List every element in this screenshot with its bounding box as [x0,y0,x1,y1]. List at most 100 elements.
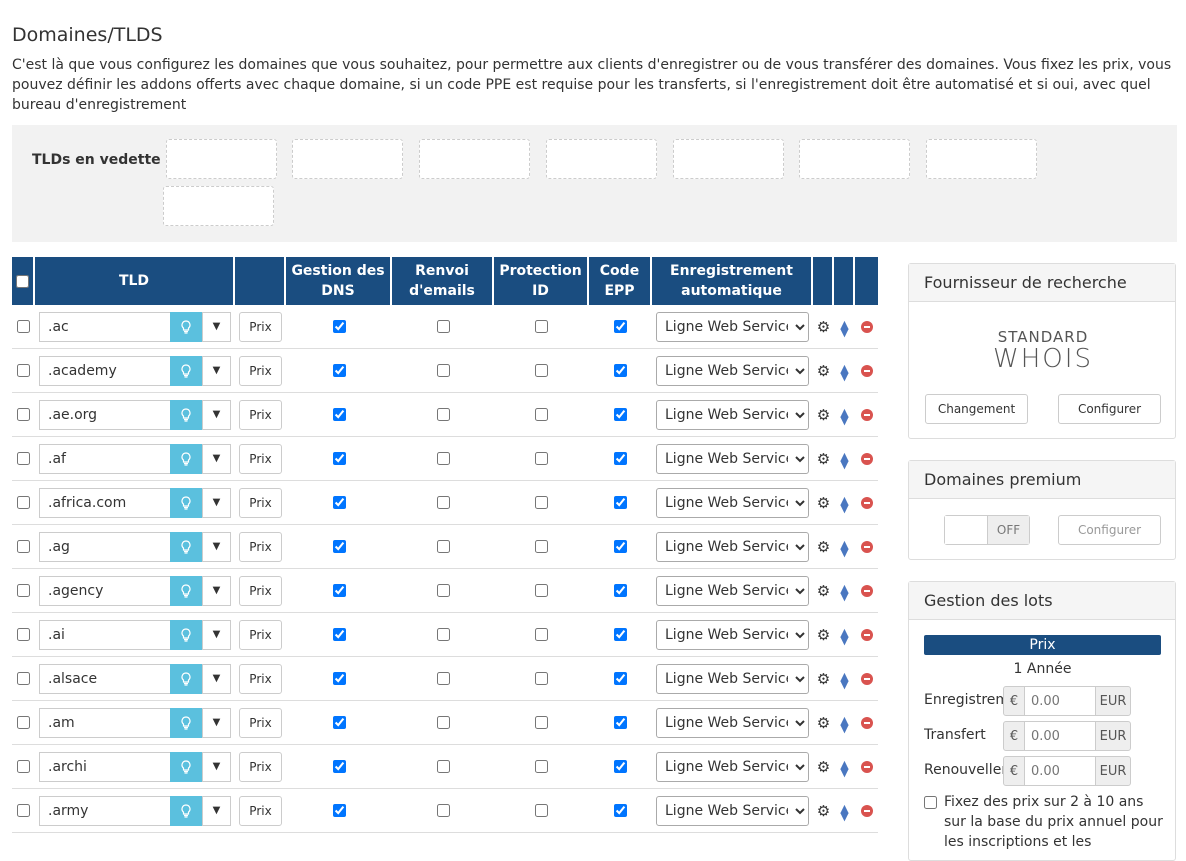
id-protection-checkbox[interactable] [535,716,548,729]
tld-input[interactable] [39,707,170,738]
tld-options-dropdown[interactable]: ▼ [202,751,231,782]
epp-code-checkbox[interactable] [614,408,627,421]
featured-tld-slot[interactable] [546,139,657,179]
epp-code-checkbox[interactable] [614,584,627,597]
id-protection-checkbox[interactable] [535,540,548,553]
sort-handle-icon[interactable]: ▲ ▼ [840,538,849,559]
gear-icon[interactable]: ⚙ [816,449,831,468]
featured-tld-slot[interactable] [799,139,910,179]
row-select-checkbox[interactable] [17,628,30,641]
price-button[interactable]: Prix [239,355,282,386]
registrar-select[interactable]: Ligne Web Services [656,619,809,650]
feature-tld-button[interactable] [170,443,202,474]
featured-tld-slot[interactable] [292,139,403,179]
price-button[interactable]: Prix [239,487,282,518]
email-forwarding-checkbox[interactable] [436,760,450,773]
feature-tld-button[interactable] [170,619,202,650]
id-protection-checkbox[interactable] [535,584,548,597]
sort-handle-icon[interactable]: ▲ ▼ [840,670,849,691]
tld-options-dropdown[interactable]: ▼ [202,531,231,562]
price-button[interactable]: Prix [239,575,282,606]
id-protection-checkbox[interactable] [535,364,548,377]
gear-icon[interactable]: ⚙ [816,537,831,556]
gear-icon[interactable]: ⚙ [816,625,831,644]
tld-options-dropdown[interactable]: ▼ [202,707,231,738]
feature-tld-button[interactable] [170,399,202,430]
delete-icon[interactable] [860,804,873,817]
dns-checkbox[interactable] [332,540,346,553]
sort-handle-icon[interactable]: ▲ ▼ [840,802,849,823]
row-select-checkbox[interactable] [17,496,30,509]
epp-code-checkbox[interactable] [614,364,627,377]
gear-icon[interactable]: ⚙ [816,713,831,732]
delete-icon[interactable] [860,540,873,553]
epp-code-checkbox[interactable] [614,628,627,641]
delete-icon[interactable] [860,628,873,641]
tld-options-dropdown[interactable]: ▼ [202,487,231,518]
multi-year-checkbox[interactable] [924,796,937,809]
row-select-checkbox[interactable] [17,408,30,421]
gear-icon[interactable]: ⚙ [816,317,831,336]
epp-code-checkbox[interactable] [614,452,627,465]
featured-tld-slot[interactable] [673,139,784,179]
email-forwarding-checkbox[interactable] [436,716,450,729]
feature-tld-button[interactable] [170,531,202,562]
featured-tld-slot[interactable] [166,139,277,179]
sort-handle-icon[interactable]: ▲ ▼ [840,582,849,603]
id-protection-checkbox[interactable] [535,628,548,641]
registrar-select[interactable]: Ligne Web Services [656,531,809,562]
gear-icon[interactable]: ⚙ [816,493,831,512]
row-select-checkbox[interactable] [17,672,30,685]
epp-code-checkbox[interactable] [614,716,627,729]
featured-tld-slot[interactable] [163,186,274,226]
id-protection-checkbox[interactable] [535,452,548,465]
epp-code-checkbox[interactable] [614,672,627,685]
bulk-price-input[interactable] [1025,721,1095,751]
email-forwarding-checkbox[interactable] [436,452,450,465]
epp-code-checkbox[interactable] [614,320,627,333]
tld-input[interactable] [39,619,170,650]
epp-code-checkbox[interactable] [614,496,627,509]
registrar-select[interactable]: Ligne Web Services [656,355,809,386]
dns-checkbox[interactable] [332,584,346,597]
gear-icon[interactable]: ⚙ [816,361,831,380]
tld-options-dropdown[interactable]: ▼ [202,399,231,430]
email-forwarding-checkbox[interactable] [436,672,450,685]
id-protection-checkbox[interactable] [535,320,548,333]
delete-icon[interactable] [860,716,873,729]
change-provider-button[interactable]: Changement [925,394,1028,424]
row-select-checkbox[interactable] [17,452,30,465]
row-select-checkbox[interactable] [17,716,30,729]
dns-checkbox[interactable] [332,672,346,685]
price-button[interactable]: Prix [239,399,282,430]
premium-toggle[interactable]: OFF [944,515,1030,545]
sort-handle-icon[interactable]: ▲ ▼ [840,318,849,339]
tld-input[interactable] [39,531,170,562]
bulk-price-input[interactable] [1025,686,1095,716]
price-button[interactable]: Prix [239,707,282,738]
price-button[interactable]: Prix [239,443,282,474]
tld-input[interactable] [39,795,170,826]
id-protection-checkbox[interactable] [535,804,548,817]
email-forwarding-checkbox[interactable] [436,496,450,509]
sort-handle-icon[interactable]: ▲ ▼ [840,362,849,383]
epp-code-checkbox[interactable] [614,760,627,773]
tld-input[interactable] [39,399,170,430]
registrar-select[interactable]: Ligne Web Services [656,795,809,826]
row-select-checkbox[interactable] [17,320,30,333]
tld-options-dropdown[interactable]: ▼ [202,311,231,342]
delete-icon[interactable] [860,320,873,333]
feature-tld-button[interactable] [170,751,202,782]
dns-checkbox[interactable] [332,320,346,333]
tld-options-dropdown[interactable]: ▼ [202,443,231,474]
id-protection-checkbox[interactable] [535,408,548,421]
featured-tld-slot[interactable] [926,139,1037,179]
gear-icon[interactable]: ⚙ [816,405,831,424]
sort-handle-icon[interactable]: ▲ ▼ [840,494,849,515]
dns-checkbox[interactable] [332,760,346,773]
tld-input[interactable] [39,487,170,518]
email-forwarding-checkbox[interactable] [436,584,450,597]
bulk-price-input[interactable] [1025,756,1095,786]
tld-options-dropdown[interactable]: ▼ [202,575,231,606]
id-protection-checkbox[interactable] [535,760,548,773]
